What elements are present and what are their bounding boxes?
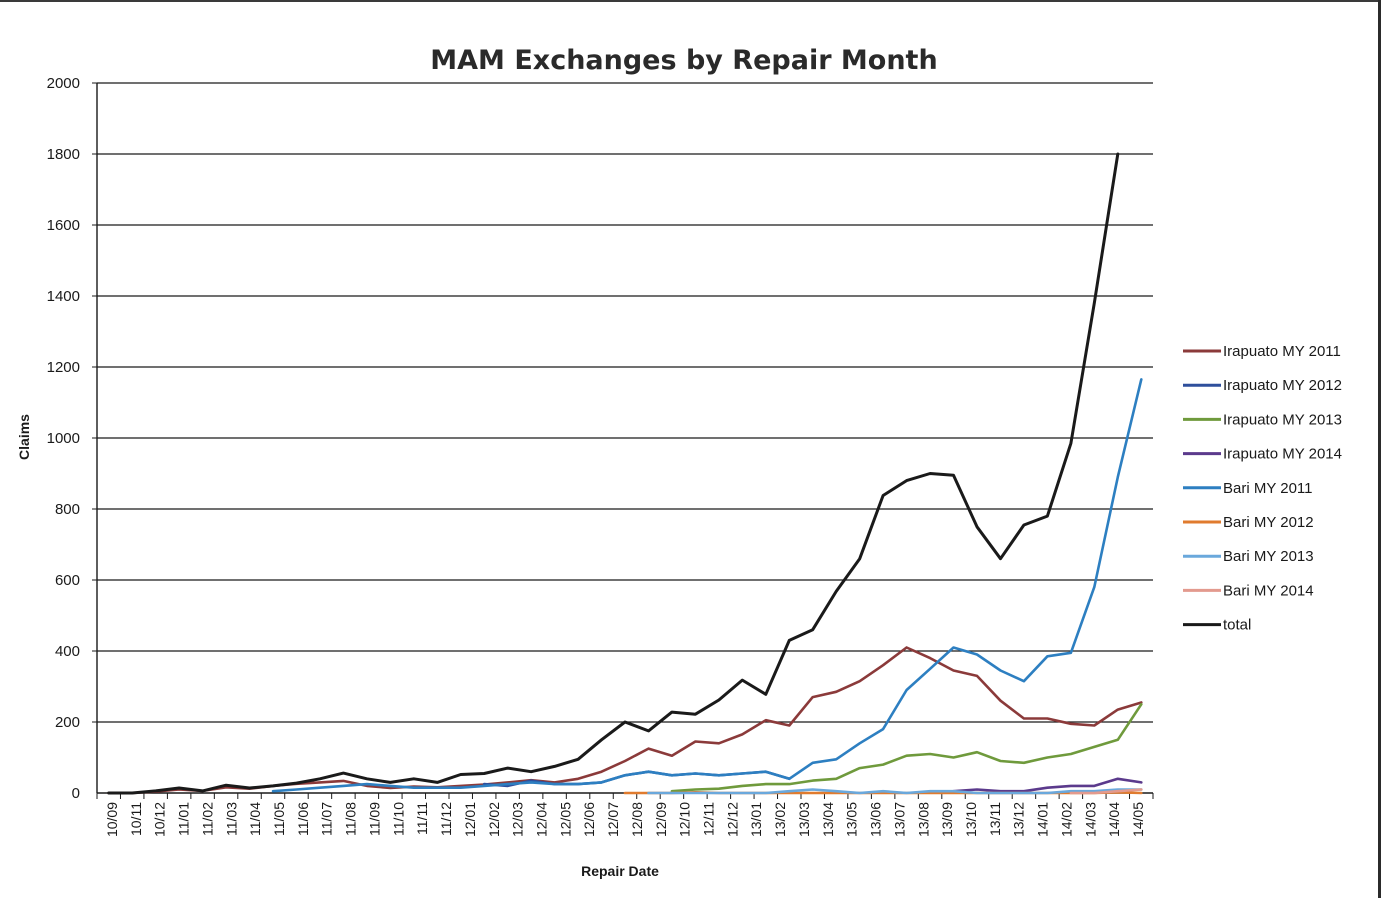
x-tick-label: 11/07	[319, 802, 335, 836]
legend-label-irapuato-my-2013: Irapuato MY 2013	[1223, 411, 1342, 428]
x-tick-label: 12/08	[629, 802, 645, 837]
x-tick-label: 13/02	[772, 802, 788, 837]
y-tick-label: 1400	[47, 288, 80, 305]
y-tick-label: 600	[55, 572, 80, 589]
x-tick-label: 11/03	[223, 802, 239, 836]
x-tick-label: 13/05	[844, 802, 860, 837]
chart-title: MAM Exchanges by Repair Month	[430, 45, 937, 76]
x-tick-label: 13/01	[748, 802, 764, 837]
x-tick-label: 12/11	[701, 802, 717, 836]
x-tick-label: 11/06	[295, 802, 311, 836]
y-tick-label: 1600	[47, 217, 80, 234]
axes	[92, 82, 1154, 799]
legend-label-bari-my-2014: Bari MY 2014	[1223, 582, 1314, 599]
x-tick-label: 12/06	[581, 802, 597, 837]
series-line-irapuato-my-2013	[670, 703, 1143, 793]
gridlines	[97, 82, 1153, 723]
y-tick-label: 800	[55, 501, 80, 518]
x-tick-label: 14/02	[1058, 802, 1074, 837]
x-tick-label: 12/01	[462, 802, 478, 837]
y-tick-label: 1000	[47, 430, 80, 447]
x-tick-label: 12/02	[486, 802, 502, 837]
x-tick-label: 10/11	[128, 802, 144, 836]
x-tick-label: 14/03	[1082, 802, 1098, 837]
x-tick-label: 11/11	[414, 802, 430, 835]
legend-label-irapuato-my-2011: Irapuato MY 2011	[1223, 343, 1341, 360]
x-tick-label: 11/12	[438, 802, 454, 836]
series-line-bari-my-2014	[1069, 788, 1143, 795]
x-axis-label: Repair Date	[581, 863, 659, 879]
y-axis-ticks: 0 200 400 600 800 1000 1200 1400 1600 1800 2000	[47, 75, 80, 802]
series-line-bari-my-2013	[647, 788, 1143, 795]
x-tick-label: 13/08	[915, 802, 931, 837]
x-tick-label: 12/05	[557, 802, 573, 837]
y-tick-label: 1200	[47, 359, 80, 376]
legend-label-total: total	[1223, 617, 1251, 634]
series-line-irapuato-my-2014	[952, 777, 1143, 793]
legend-label-irapuato-my-2012: Irapuato MY 2012	[1223, 377, 1342, 394]
x-tick-label: 13/06	[868, 802, 884, 837]
legend-label-bari-my-2011: Bari MY 2011	[1223, 480, 1313, 497]
x-tick-label: 10/09	[104, 802, 120, 837]
legend-label-irapuato-my-2014: Irapuato MY 2014	[1223, 446, 1342, 463]
x-tick-label: 12/04	[534, 802, 550, 837]
y-tick-label: 200	[55, 714, 80, 731]
x-tick-label: 11/08	[343, 802, 359, 836]
x-tick-label: 14/01	[1035, 802, 1051, 837]
legend: Irapuato MY 2011 Irapuato MY 2012 Irapuato…	[1183, 343, 1342, 634]
x-tick-label: 11/10	[390, 802, 406, 836]
x-tick-label: 13/09	[939, 802, 955, 837]
x-tick-label: 13/10	[963, 802, 979, 837]
x-tick-label: 13/04	[820, 802, 836, 837]
series-line-irapuato-my-2011	[107, 646, 1143, 795]
x-tick-label: 13/12	[1011, 802, 1027, 837]
series-lines	[107, 152, 1143, 795]
y-tick-label: 2000	[47, 75, 80, 92]
x-tick-label: 12/12	[724, 802, 740, 837]
x-tick-label: 10/12	[152, 802, 168, 837]
x-tick-label: 14/05	[1130, 802, 1146, 837]
legend-label-bari-my-2012: Bari MY 2012	[1223, 514, 1314, 531]
y-tick-label: 1800	[47, 146, 80, 163]
y-tick-label: 0	[72, 785, 80, 802]
legend-label-bari-my-2013: Bari MY 2013	[1223, 548, 1314, 565]
x-tick-label: 12/09	[653, 802, 669, 837]
x-tick-label: 11/09	[367, 802, 383, 836]
x-tick-label: 11/04	[247, 802, 263, 836]
x-tick-label: 14/04	[1106, 802, 1122, 837]
x-tick-label: 12/10	[677, 802, 693, 837]
scan-right-edge	[1378, 0, 1381, 898]
x-tick-label: 12/07	[605, 802, 621, 837]
x-tick-label: 12/03	[510, 802, 526, 837]
x-tick-label: 11/02	[199, 802, 215, 836]
y-tick-label: 400	[55, 643, 80, 660]
x-tick-label: 13/03	[796, 802, 812, 837]
x-axis-ticks: 10/09 10/11 10/12 11/01 11/02 11/03 11/04 11/05…	[104, 802, 1146, 837]
x-tick-label: 13/11	[987, 802, 1003, 836]
x-tick-label: 13/07	[891, 802, 907, 837]
x-tick-label: 11/05	[271, 802, 287, 836]
series-line-total	[107, 152, 1120, 795]
series-line-bari-my-2011	[271, 378, 1143, 793]
scan-top-edge	[0, 0, 1381, 2]
y-axis-label: Claims	[16, 414, 32, 460]
x-tick-label: 11/01	[176, 802, 192, 836]
